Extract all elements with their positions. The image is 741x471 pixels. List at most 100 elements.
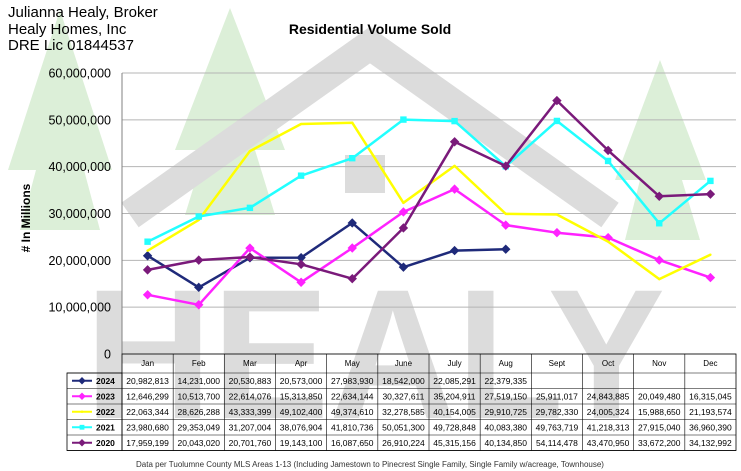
data-point: [449, 245, 460, 256]
table-cell: 29,353,049: [177, 422, 220, 432]
table-cell: 30,327,611: [382, 391, 424, 401]
table-cell: 20,982,813: [126, 376, 169, 386]
data-point: [453, 164, 456, 168]
footnote: Data per Tuolumne County MLS Areas 1-13 …: [136, 460, 604, 469]
data-point: [142, 265, 153, 275]
table-cell: 32,278,585: [382, 407, 425, 417]
y-tick-label: 30,000,000: [48, 207, 111, 221]
table-cell: 16,087,650: [331, 438, 374, 448]
table-cell: 22,634,144: [331, 391, 374, 401]
data-point: [449, 184, 460, 194]
legend-label: 2021: [96, 422, 115, 432]
table-cell: 12,646,299: [126, 391, 169, 401]
legend-label: 2023: [96, 391, 115, 401]
legend-entry: 2024: [72, 376, 115, 386]
y-tick-label: 20,000,000: [48, 254, 111, 268]
x-tick-label: Aug: [499, 359, 513, 368]
table-cell: 24,005,324: [587, 407, 630, 417]
series-line: [147, 99, 711, 280]
table-cell: 25,911,017: [536, 391, 578, 401]
data-point: [194, 282, 204, 293]
table-cell: 23,980,680: [126, 422, 169, 432]
x-tick-label: Feb: [192, 359, 206, 368]
data-point: [398, 207, 409, 217]
data-point: [296, 277, 306, 287]
data-point: [402, 201, 405, 205]
legend-entry: 2022: [72, 407, 115, 417]
x-tick-label: Dec: [703, 359, 717, 368]
table-cell: 41,218,313: [587, 422, 630, 432]
data-table: Jan Feb Mar Apr May June July Aug Sept Oct Nov Dec 2…: [66, 353, 737, 451]
data-point: [194, 300, 204, 310]
table-cell: 20,049,480: [638, 391, 681, 401]
table-cell: 41,810,736: [331, 422, 374, 432]
table-cell: 27,519,150: [484, 391, 527, 401]
table-cell: 18,542,000: [382, 376, 425, 386]
table-cell: 26,910,224: [382, 438, 425, 448]
data-point: [79, 424, 85, 430]
y-tick-label: 10,000,000: [48, 301, 111, 315]
table-cell: 28,626,288: [177, 407, 220, 417]
table-cell: 24,843,885: [587, 391, 630, 401]
data-point: [398, 262, 409, 272]
chart-title: Residential Volume Sold: [289, 21, 451, 37]
data-point: [603, 145, 613, 156]
data-point: [709, 253, 712, 256]
license-number: DRE Lic 01844537: [8, 37, 134, 54]
table-cell: 50,051,300: [382, 422, 425, 432]
data-point: [80, 410, 84, 413]
legend-entry: 2020: [72, 438, 115, 448]
table-cell: 43,333,399: [229, 407, 272, 417]
data-point: [195, 213, 202, 220]
y-tick-label: 50,000,000: [48, 113, 111, 127]
broker-name: Julianna Healy, Broker: [8, 4, 158, 21]
data-point: [552, 95, 562, 106]
table-cell: 49,374,610: [331, 407, 374, 417]
data-point: [449, 137, 460, 147]
x-tick-label: July: [447, 359, 461, 368]
table-cell: 31,207,004: [229, 422, 272, 432]
y-axis-ticks: 0 10,000,000 20,000,000 30,000,000 40,000,00…: [48, 67, 111, 362]
x-tick-label: Oct: [602, 359, 615, 368]
table-cell: 22,614,076: [229, 391, 272, 401]
table-cell: 16,315,045: [689, 391, 732, 401]
legend-label: 2024: [96, 376, 115, 386]
data-point: [347, 273, 357, 284]
data-point: [142, 251, 153, 261]
data-point: [349, 154, 356, 162]
table-cell: 15,988,650: [638, 407, 681, 417]
y-axis-label: # In Millions: [19, 183, 33, 252]
data-point: [194, 255, 204, 265]
watermark-roof: [121, 26, 619, 228]
table-cell: 17,959,199: [126, 438, 169, 448]
data-point: [347, 243, 357, 253]
data-point: [299, 122, 303, 126]
legend-label: 2020: [96, 438, 115, 448]
table-cell: 19,143,100: [280, 438, 323, 448]
data-point: [552, 227, 562, 238]
data-point: [606, 240, 610, 243]
table-cell: 33,672,200: [638, 438, 681, 448]
series-line: [146, 221, 506, 289]
data-point: [78, 377, 86, 385]
table-cell: 22,379,335: [484, 376, 527, 386]
data-point: [707, 177, 714, 185]
series-lines: [142, 95, 716, 310]
data-point: [78, 439, 86, 447]
data-point: [705, 272, 716, 283]
data-point: [656, 220, 663, 227]
table-cell: 49,763,719: [536, 422, 579, 432]
table-cell: 40,134,850: [484, 438, 527, 448]
x-tick-label: Nov: [652, 359, 666, 368]
table-cell: 49,728,848: [433, 422, 476, 432]
data-point: [504, 212, 507, 216]
table-cell: 29,910,725: [484, 407, 527, 417]
y-tick-label: 60,000,000: [48, 67, 111, 81]
table-cell: 10,513,700: [177, 391, 220, 401]
data-point: [658, 277, 661, 281]
data-point: [246, 204, 254, 212]
data-point: [245, 243, 255, 253]
table-cell: 27,983,930: [331, 376, 374, 386]
data-point: [501, 220, 511, 230]
y-tick-label: 40,000,000: [48, 160, 111, 174]
